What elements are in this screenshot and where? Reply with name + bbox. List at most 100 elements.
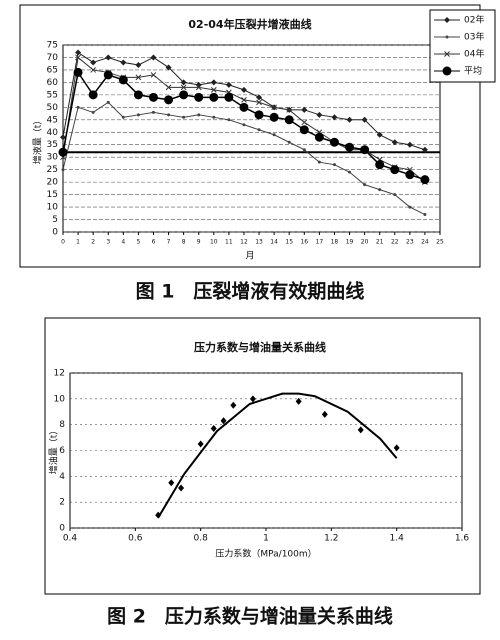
data-point xyxy=(197,113,201,117)
y-tick-label: 65 xyxy=(47,65,58,75)
data-point xyxy=(227,118,231,122)
legend-marker xyxy=(442,66,452,76)
x-tick-label: 15 xyxy=(285,239,293,246)
x-tick-label: 8 xyxy=(182,239,186,246)
y-tick-label: 2 xyxy=(59,498,65,508)
x-tick-label: 0.6 xyxy=(128,534,143,544)
data-point xyxy=(135,74,142,81)
data-point xyxy=(135,61,142,68)
data-point xyxy=(230,401,237,409)
data-point xyxy=(375,160,385,170)
data-point xyxy=(421,146,428,153)
y-tick-label: 25 xyxy=(47,165,58,175)
data-point xyxy=(150,72,157,78)
data-point xyxy=(257,128,261,132)
data-point xyxy=(90,59,97,66)
data-point xyxy=(91,110,95,114)
data-point xyxy=(136,113,140,117)
data-point xyxy=(148,92,158,102)
data-point xyxy=(376,131,383,138)
data-point xyxy=(363,183,367,187)
x-tick-label: 7 xyxy=(167,239,171,246)
x-tick-label: 24 xyxy=(421,239,429,246)
data-point xyxy=(346,116,353,123)
x-tick-label: 21 xyxy=(376,239,384,246)
x-tick-label: 14 xyxy=(270,239,278,246)
y-tick-label: 70 xyxy=(47,53,59,63)
chart-title: 压力系数与增油量关系曲线 xyxy=(194,340,326,354)
data-point xyxy=(348,170,352,174)
chart-title: 02-04年压裂井增液曲线 xyxy=(188,17,311,31)
data-point xyxy=(224,92,234,102)
data-point xyxy=(391,139,398,146)
y-tick-label: 50 xyxy=(47,103,59,113)
data-point xyxy=(165,84,172,91)
x-axis-label: 月 xyxy=(245,251,254,262)
x-tick-label: 3 xyxy=(106,239,110,246)
data-point xyxy=(120,59,127,66)
x-tick-label: 1.2 xyxy=(324,534,338,544)
data-point xyxy=(180,84,187,91)
frame xyxy=(19,4,481,268)
x-axis-label: 压力系数（MPa/100m） xyxy=(215,548,316,560)
x-tick-label: 1 xyxy=(76,239,80,246)
data-point xyxy=(133,90,143,100)
data-point xyxy=(390,165,400,175)
data-point xyxy=(195,84,202,91)
x-tick-label: 0.8 xyxy=(194,534,209,544)
data-point xyxy=(210,79,217,86)
data-point xyxy=(423,213,427,217)
data-point xyxy=(321,410,328,418)
legend-label: 02年 xyxy=(464,14,484,26)
data-point xyxy=(295,397,302,405)
caption: 图 2 压力系数与增油量关系曲线 xyxy=(107,605,393,628)
x-tick-label: 0.4 xyxy=(63,534,78,544)
data-point xyxy=(73,67,83,77)
x-tick-label: 20 xyxy=(361,239,369,246)
data-point xyxy=(165,64,172,71)
data-point xyxy=(118,75,128,85)
data-point xyxy=(256,99,262,106)
data-point xyxy=(299,125,309,135)
x-tick-label: 16 xyxy=(300,239,308,246)
data-point xyxy=(178,484,185,492)
data-point xyxy=(360,145,370,155)
data-point xyxy=(254,110,264,120)
data-point xyxy=(168,479,175,487)
data-point xyxy=(164,95,174,105)
y-tick-label: 55 xyxy=(47,90,58,100)
data-point xyxy=(271,104,277,111)
x-tick-label: 23 xyxy=(406,239,414,246)
data-point xyxy=(301,106,308,113)
data-point xyxy=(210,87,217,93)
data-point xyxy=(58,147,68,157)
y-tick-label: 40 xyxy=(47,128,59,138)
data-point xyxy=(378,188,382,192)
data-point xyxy=(167,113,171,117)
series-line xyxy=(62,101,426,215)
plot-area xyxy=(62,44,441,233)
data-point xyxy=(106,100,110,104)
data-point xyxy=(121,115,125,119)
y-tick-label: 8 xyxy=(59,420,65,430)
legend-marker xyxy=(444,17,450,23)
y-tick-label: 15 xyxy=(47,190,58,200)
data-point xyxy=(286,106,293,113)
data-point xyxy=(182,115,186,119)
y-tick-label: 0 xyxy=(52,228,58,238)
legend-label: 平均 xyxy=(464,65,482,77)
y-tick-label: 60 xyxy=(47,78,59,88)
y-tick-label: 10 xyxy=(47,203,59,213)
legend-marker xyxy=(444,51,450,57)
data-point xyxy=(209,92,219,102)
data-point xyxy=(197,440,204,448)
data-point xyxy=(240,86,247,93)
x-tick-label: 9 xyxy=(197,239,201,246)
trend-line xyxy=(157,392,398,519)
data-point xyxy=(75,49,82,56)
data-point xyxy=(150,54,157,61)
data-point xyxy=(88,90,98,100)
x-tick-label: 0 xyxy=(61,239,65,246)
y-tick-label: 0 xyxy=(59,524,65,534)
